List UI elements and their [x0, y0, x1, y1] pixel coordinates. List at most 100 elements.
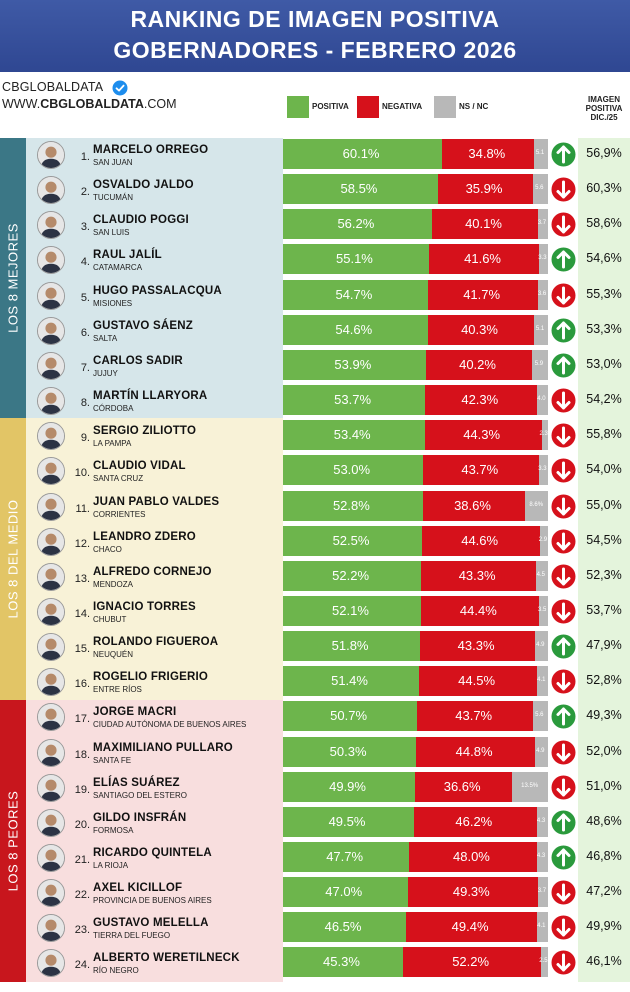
province-name: SANTIAGO DEL ESTERO	[93, 790, 187, 800]
prev-header-line-1: IMAGEN	[588, 95, 620, 104]
avatar	[37, 141, 65, 169]
province-name: CIUDAD AUTÓNOMA DE BUENOS AIRES	[93, 720, 247, 730]
avatar	[37, 492, 65, 521]
bar-nsnc	[536, 842, 548, 872]
governor-name: GUSTAVO SÁENZ	[93, 319, 193, 332]
bar-negativa	[424, 420, 542, 451]
label-positiva: 52.1%	[332, 602, 369, 618]
label-positiva: 53.9%	[334, 356, 372, 372]
label-negativa: 44.5%	[458, 673, 496, 689]
title-line-2: GOBERNADORES - FEBRERO 2026	[113, 37, 517, 63]
stacked-bar: 46.5% 49.4% 4.1	[283, 912, 548, 943]
previous-value: 49,3%	[586, 708, 622, 723]
group-mejores: LOS 8 MEJORES	[0, 138, 283, 418]
label-nsnc: 5.6	[535, 712, 544, 719]
arrow-down-icon	[551, 283, 576, 308]
arrow-down-icon	[551, 564, 576, 589]
label-nsnc: 4.0	[537, 396, 546, 403]
bar-positiva	[283, 631, 421, 662]
avatar	[37, 844, 65, 872]
bar-negativa	[442, 139, 535, 169]
bar-negativa	[407, 877, 539, 908]
province-name: SAN LUIS	[93, 228, 130, 238]
previous-value: 51,0%	[586, 778, 622, 793]
avatar	[37, 387, 65, 416]
bar-positiva	[283, 455, 424, 486]
rank-number: 7.	[80, 361, 90, 374]
governor-name: CLAUDIO POGGI	[93, 214, 189, 227]
bar-nsnc	[538, 595, 548, 626]
bar-positiva	[283, 139, 443, 169]
rank-number: 19.	[74, 783, 90, 796]
bar-nsnc	[535, 736, 548, 767]
governor-name: AXEL KICILLOF	[93, 882, 183, 895]
previous-value: 58,6%	[586, 216, 622, 231]
bar-nsnc	[540, 525, 548, 556]
bar-nsnc	[535, 631, 548, 662]
bar-nsnc	[541, 420, 548, 451]
previous-value: 46,1%	[586, 954, 622, 969]
label-positiva: 47.0%	[325, 884, 363, 900]
avatar	[37, 562, 65, 591]
group-peores-background	[26, 700, 283, 982]
label-positiva: 53.0%	[333, 462, 371, 478]
bar-positiva	[283, 912, 407, 943]
province-name: SALTA	[93, 333, 118, 343]
arrow-down-icon	[551, 177, 576, 202]
label-positiva: 54.7%	[335, 286, 373, 302]
label-nsnc: 13.5%	[521, 782, 539, 789]
brand-block: CBGLOBALDATA WWW.CBGLOBALDATA.COM	[2, 80, 252, 111]
bar-nsnc	[537, 385, 548, 416]
label-positiva: 51.8%	[331, 638, 369, 654]
province-name: SAN JUAN	[93, 158, 133, 167]
avatar	[37, 597, 65, 626]
label-nsnc: 5.1	[535, 325, 545, 332]
bar-positiva	[283, 595, 422, 626]
bar-negativa	[425, 385, 538, 416]
label-nsnc: 4.9	[536, 642, 545, 649]
prev-header-line-2: POSITIVA	[585, 104, 623, 113]
person-icon	[38, 458, 64, 485]
governor-name: MAXIMILIANO PULLARO	[93, 741, 233, 754]
legend-negativa-label: NEGATIVA	[382, 102, 423, 111]
previous-value: 54,0%	[586, 462, 622, 477]
stacked-bar: 49.9% 36.6% 13.5%	[283, 771, 548, 802]
arrow-down-icon	[551, 212, 576, 237]
province-name: CORRIENTES	[93, 509, 146, 519]
person-icon	[38, 247, 64, 274]
label-negativa: 49.4%	[451, 919, 489, 935]
bar-negativa	[403, 947, 542, 978]
arrow-up-icon	[551, 353, 576, 378]
label-negativa: 41.6%	[464, 251, 501, 267]
bar-nsnc	[537, 912, 548, 943]
governor-name: JUAN PABLO VALDES	[93, 495, 220, 508]
stacked-bar: 58.5% 35.9% 5.6	[283, 174, 548, 205]
table-row: 17. JORGE MACRI CIUDAD AUTÓNOMA DE BUENOS …	[0, 700, 630, 735]
table-row: 3. CLAUDIO POGGI SAN LUIS 56.2% 40.1% 3.7 58,6…	[0, 208, 630, 243]
label-nsnc: 3.3	[538, 466, 547, 473]
arrow-up-icon	[551, 704, 576, 729]
label-negativa: 44.6%	[461, 532, 499, 548]
governor-name: ALFREDO CORNEJO	[93, 565, 212, 578]
rank-number: 10.	[74, 467, 90, 480]
bar-positiva	[283, 244, 429, 275]
bar-nsnc	[533, 701, 548, 732]
label-negativa: 49.3%	[452, 884, 490, 900]
stacked-bar: 50.7% 43.7% 5.6	[283, 701, 548, 732]
table-row: 14. IGNACIO TORRES CHUBUT 52.1% 44.4% 3.5 53,7…	[0, 595, 630, 630]
brand-website[interactable]: WWW.CBGLOBALDATA.COM	[2, 97, 252, 111]
table-row: 22. AXEL KICILLOF PROVINCIA DE BUENOS AIRE…	[0, 876, 630, 911]
stacked-bar: 45.3% 52.2% 2.5	[283, 947, 548, 978]
label-positiva: 55.1%	[336, 251, 373, 267]
avatar	[37, 773, 65, 802]
avatar	[37, 879, 65, 908]
previous-value: 52,8%	[586, 673, 622, 688]
label-positiva: 49.5%	[328, 813, 366, 829]
label-nsnc: 2.3	[539, 431, 548, 438]
governor-name: RICARDO QUINTELA	[93, 847, 212, 859]
previous-value: 46,8%	[586, 849, 622, 863]
label-negativa: 40.1%	[465, 216, 502, 232]
arrow-up-icon	[551, 247, 576, 272]
bar-negativa	[431, 209, 539, 240]
label-nsnc: 4.3	[536, 853, 546, 859]
